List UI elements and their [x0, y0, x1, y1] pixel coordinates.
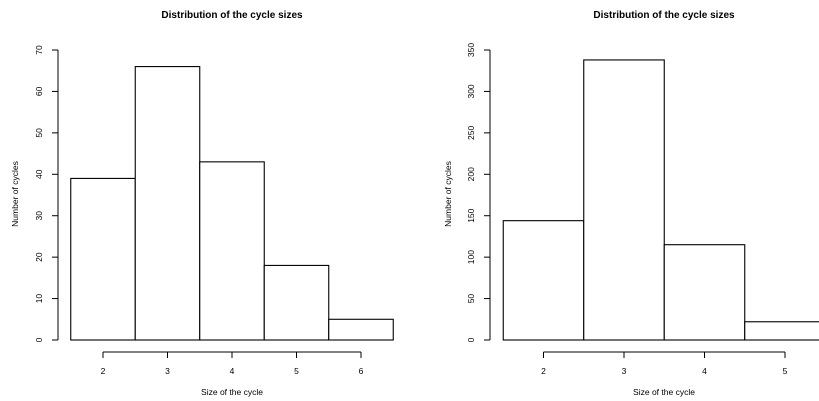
x-axis-label: Size of the cycle	[201, 387, 263, 397]
bar-6	[328, 318, 394, 341]
x-axis: 2 3 4 5	[541, 351, 788, 376]
y-tick-label: 300	[466, 84, 476, 98]
y-tick-label: 200	[466, 167, 476, 181]
x-tick-label: 4	[230, 366, 235, 376]
y-tick-label: 250	[466, 125, 476, 139]
y-axis-label: Number of cycles	[443, 161, 453, 227]
bar-4	[199, 161, 265, 341]
x-tick-label: 3	[165, 366, 170, 376]
bar-3	[134, 66, 201, 341]
bar-3	[583, 59, 665, 341]
chart-title: Distribution of the cycle sizes	[593, 10, 735, 21]
y-tick-label: 150	[466, 208, 476, 222]
bar-4	[663, 244, 746, 341]
y-tick-label: 0	[34, 337, 44, 342]
y-tick-label: 30	[34, 211, 44, 221]
x-axis: 2 3 4 5 6	[101, 351, 364, 376]
chart-title: Distribution of the cycle sizes	[161, 10, 303, 21]
x-tick-label: 2	[101, 366, 106, 376]
y-tick-label: 350	[466, 43, 476, 57]
y-tick-label: 10	[34, 294, 44, 304]
x-tick-label: 5	[294, 366, 299, 376]
y-tick-label: 50	[34, 128, 44, 138]
y-tick-label: 20	[34, 252, 44, 262]
x-tick-label: 4	[702, 366, 707, 376]
chart-right: Distribution of the cycle sizes Size of …	[443, 10, 819, 397]
y-tick-label: 50	[466, 294, 476, 304]
y-tick-label: 60	[34, 86, 44, 96]
y-tick-label: 70	[34, 45, 44, 55]
x-tick-label: 2	[541, 366, 546, 376]
bar-5	[744, 321, 819, 341]
chart-left: Distribution of the cycle sizes Size of …	[10, 10, 394, 397]
x-tick-label: 5	[783, 366, 788, 376]
bar-2	[70, 177, 136, 341]
y-axis: 0 50 100 150 200 250 300 350	[466, 43, 491, 342]
bars	[70, 66, 394, 341]
y-tick-label: 0	[466, 337, 476, 342]
y-tick-label: 100	[466, 250, 476, 264]
y-tick-label: 40	[34, 169, 44, 179]
bars	[502, 59, 819, 341]
bar-2	[502, 220, 585, 341]
x-tick-label: 6	[359, 366, 364, 376]
y-axis: 0 10 20 30 40 50 60 70	[34, 45, 59, 342]
x-axis-label: Size of the cycle	[633, 387, 695, 397]
x-tick-label: 3	[622, 366, 627, 376]
y-axis-label: Number of cycles	[10, 161, 20, 227]
bar-5	[263, 264, 330, 341]
